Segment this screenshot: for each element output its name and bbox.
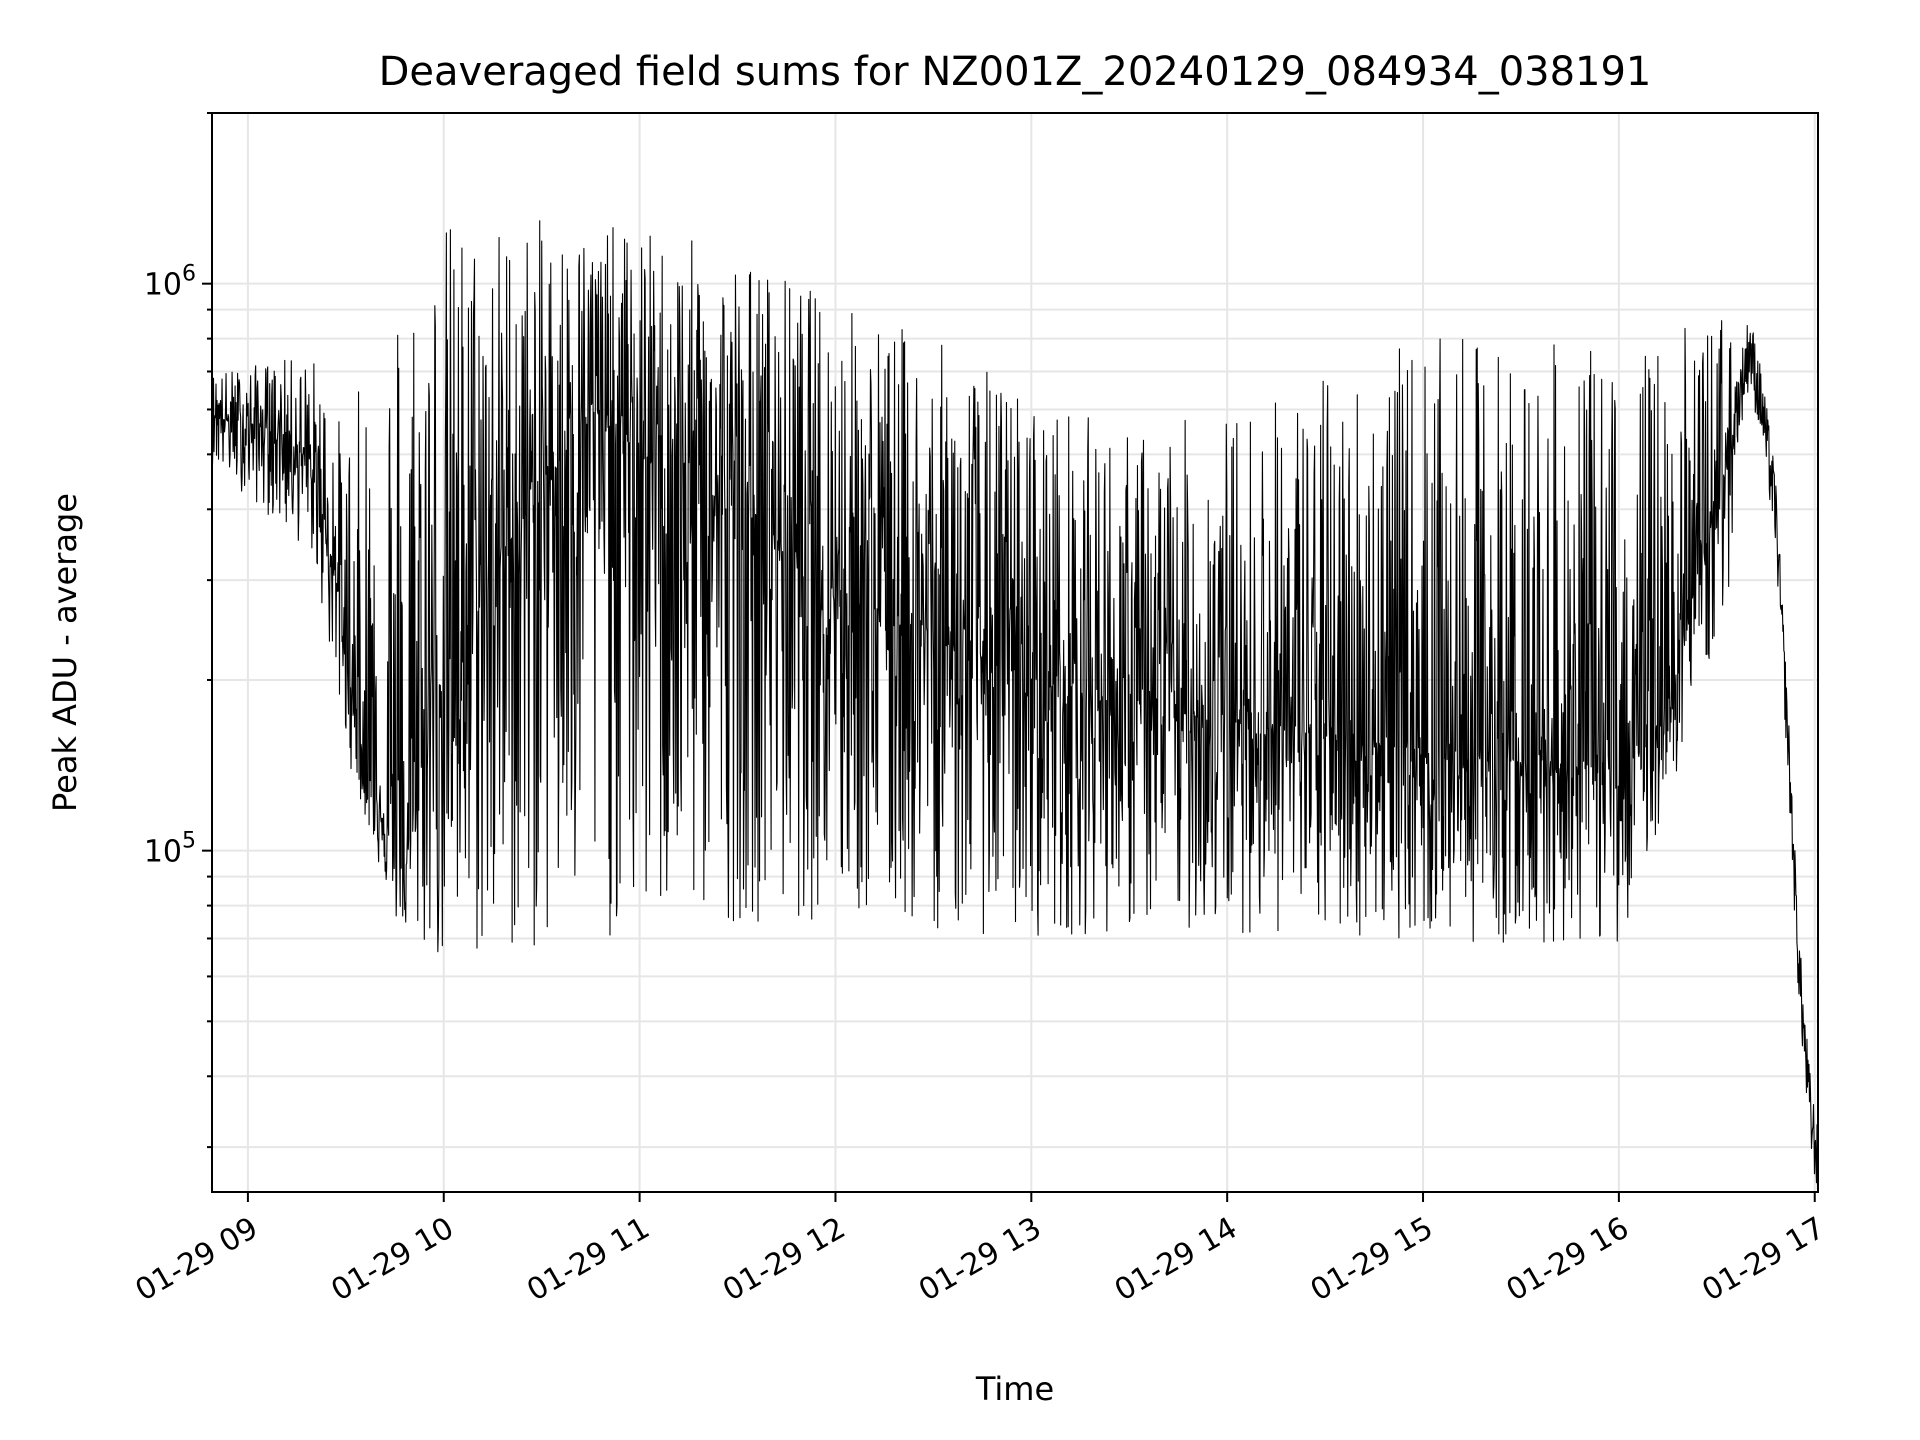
y-tick-label: 106 — [144, 262, 196, 303]
y-axis-title: Peak ADU - average — [46, 493, 84, 812]
plot-frame — [211, 112, 1819, 1193]
series-line — [211, 220, 1819, 1190]
y-tick-exponent: 6 — [182, 262, 196, 287]
y-tick-label: 105 — [144, 829, 196, 870]
chart-title: Deaveraged field sums for NZ001Z_2024012… — [379, 49, 1652, 95]
y-tick-base: 10 — [144, 835, 182, 870]
x-axis-title: Time — [975, 1370, 1054, 1408]
y-tick-base: 10 — [144, 268, 182, 303]
y-tick-exponent: 5 — [182, 829, 196, 854]
series-path — [211, 220, 1819, 1190]
